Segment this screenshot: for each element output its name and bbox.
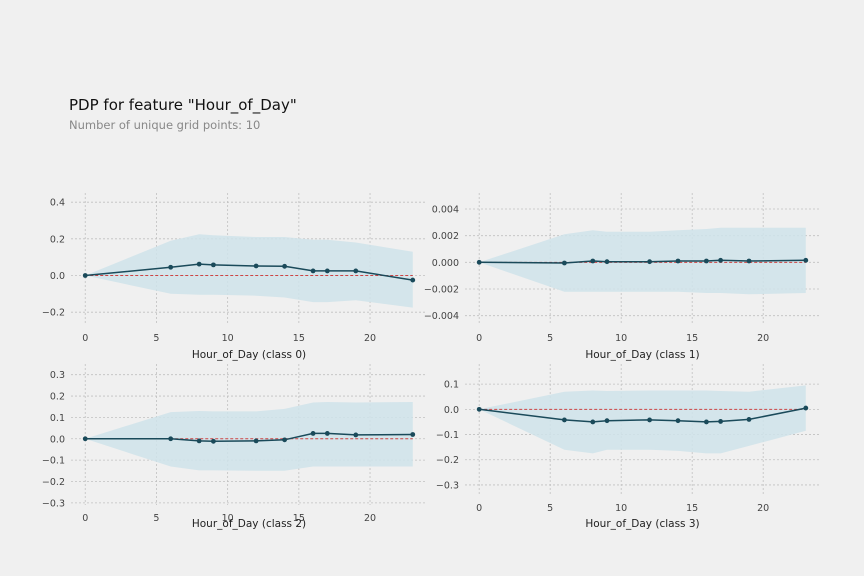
x-axis-label: Hour_of_Day (class 2) (192, 518, 306, 530)
y-tick-label: 0.004 (432, 205, 459, 216)
x-tick-label: 0 (476, 503, 482, 514)
y-tick-label: 0.3 (50, 370, 65, 381)
pdp-point (324, 268, 330, 274)
y-tick-label: −0.3 (436, 480, 459, 491)
pdp-point (168, 264, 174, 270)
pdp-point (675, 418, 681, 424)
pdp-point (310, 431, 316, 436)
y-tick-label: −0.004 (424, 311, 459, 322)
pdp-point (718, 419, 723, 424)
x-tick-label: 15 (686, 503, 698, 514)
y-tick-label: 0.000 (432, 258, 459, 269)
page-title: PDP for feature "Hour_of_Day" (69, 96, 297, 114)
pdp-point (168, 436, 174, 442)
y-tick-label: 0.0 (444, 405, 459, 416)
x-tick-label: 20 (364, 513, 376, 524)
x-tick-label: 15 (293, 513, 305, 524)
y-tick-label: 0.2 (50, 234, 65, 245)
page-subtitle: Number of unique grid points: 10 (69, 118, 261, 132)
x-tick-label: 5 (153, 513, 159, 524)
x-tick-label: 5 (153, 333, 159, 344)
pdp-point (211, 438, 216, 444)
x-tick-label: 10 (222, 333, 234, 344)
pdp-point (353, 432, 359, 438)
x-axis-label: Hour_of_Day (class 0) (192, 349, 306, 361)
pdp-point (476, 406, 482, 412)
y-tick-label: 0.4 (50, 198, 65, 209)
chart-panel-class-0: 0 5 10 15 20 −0.2 0.0 0.2 0.4 Hour_of_Day (class … (42, 193, 427, 361)
pdp-point (746, 417, 752, 422)
pdp-point (590, 419, 596, 425)
pdp-point (282, 263, 287, 269)
pdp-line (85, 263, 413, 281)
pdp-point (410, 432, 416, 437)
pdp-point (476, 259, 482, 265)
pdp-point (562, 260, 567, 266)
y-tick-label: 0.2 (50, 392, 65, 403)
pdp-point (253, 438, 259, 444)
pdp-point (675, 258, 681, 264)
confidence-band (85, 234, 413, 308)
pdp-line (479, 259, 806, 264)
pdp-point (803, 405, 809, 411)
y-tick-label: −0.1 (42, 456, 65, 467)
y-tick-label: 0.002 (432, 231, 459, 242)
pdp-line (85, 432, 413, 443)
x-tick-label: 20 (364, 333, 376, 344)
chart-panel-class-1: 0 5 10 15 20 −0.004 −0.002 0.000 0.002 0.004 Hour_… (424, 193, 820, 361)
y-tick-label: −0.2 (42, 477, 65, 488)
pdp-point (704, 419, 709, 425)
pdp-point (196, 438, 202, 444)
x-tick-label: 0 (82, 513, 88, 524)
pdp-point (324, 431, 330, 436)
x-tick-label: 10 (222, 513, 234, 524)
pdp-point (647, 417, 652, 423)
pdp-point (82, 436, 88, 442)
x-tick-label: 15 (686, 333, 698, 344)
x-tick-label: 5 (547, 333, 553, 344)
pdp-point (82, 273, 88, 278)
y-tick-label: 0.0 (50, 434, 65, 445)
pdp-point (746, 258, 752, 264)
pdp-point (562, 417, 567, 423)
y-tick-label: −0.2 (436, 455, 459, 466)
y-tick-label: 0.1 (50, 413, 65, 424)
pdp-point (310, 268, 316, 274)
y-tick-label: 0.1 (444, 380, 459, 391)
pdp-point (604, 259, 610, 265)
x-tick-label: 5 (547, 503, 553, 514)
y-tick-label: −0.2 (42, 308, 65, 319)
x-tick-label: 20 (757, 503, 769, 514)
x-tick-label: 0 (82, 333, 88, 344)
x-tick-label: 10 (615, 333, 627, 344)
pdp-point (196, 261, 202, 267)
x-tick-label: 15 (293, 333, 305, 344)
pdp-point (803, 257, 809, 263)
pdp-point (353, 268, 359, 274)
chart-panel-class-3: 0 5 10 15 20 −0.3 −0.2 −0.1 0.0 0.1 Hour_of_Day (c… (436, 364, 820, 530)
x-axis-label: Hour_of_Day (class 1) (585, 349, 699, 361)
y-tick-label: −0.3 (42, 498, 65, 509)
chart-panel-class-2: 0 5 10 15 20 −0.3 −0.2 −0.1 0.0 0.1 0.2 0.3 Hour_of_… (42, 364, 427, 530)
pdp-point (410, 277, 416, 283)
y-tick-label: −0.1 (436, 430, 459, 441)
pdp-point (590, 258, 596, 264)
pdp-line (479, 407, 806, 423)
x-tick-label: 10 (615, 503, 627, 514)
x-tick-label: 20 (757, 333, 769, 344)
y-tick-label: −0.002 (424, 285, 459, 296)
y-tick-label: 0.0 (50, 271, 65, 282)
confidence-band (85, 402, 413, 471)
pdp-point (704, 258, 709, 264)
pdp-point (718, 257, 723, 263)
pdp-point (647, 259, 652, 265)
x-axis-label: Hour_of_Day (class 3) (585, 518, 699, 530)
pdp-point (253, 263, 259, 269)
pdp-point (282, 437, 287, 443)
pdp-point (604, 418, 610, 424)
x-tick-label: 0 (476, 333, 482, 344)
pdp-point (211, 262, 216, 268)
